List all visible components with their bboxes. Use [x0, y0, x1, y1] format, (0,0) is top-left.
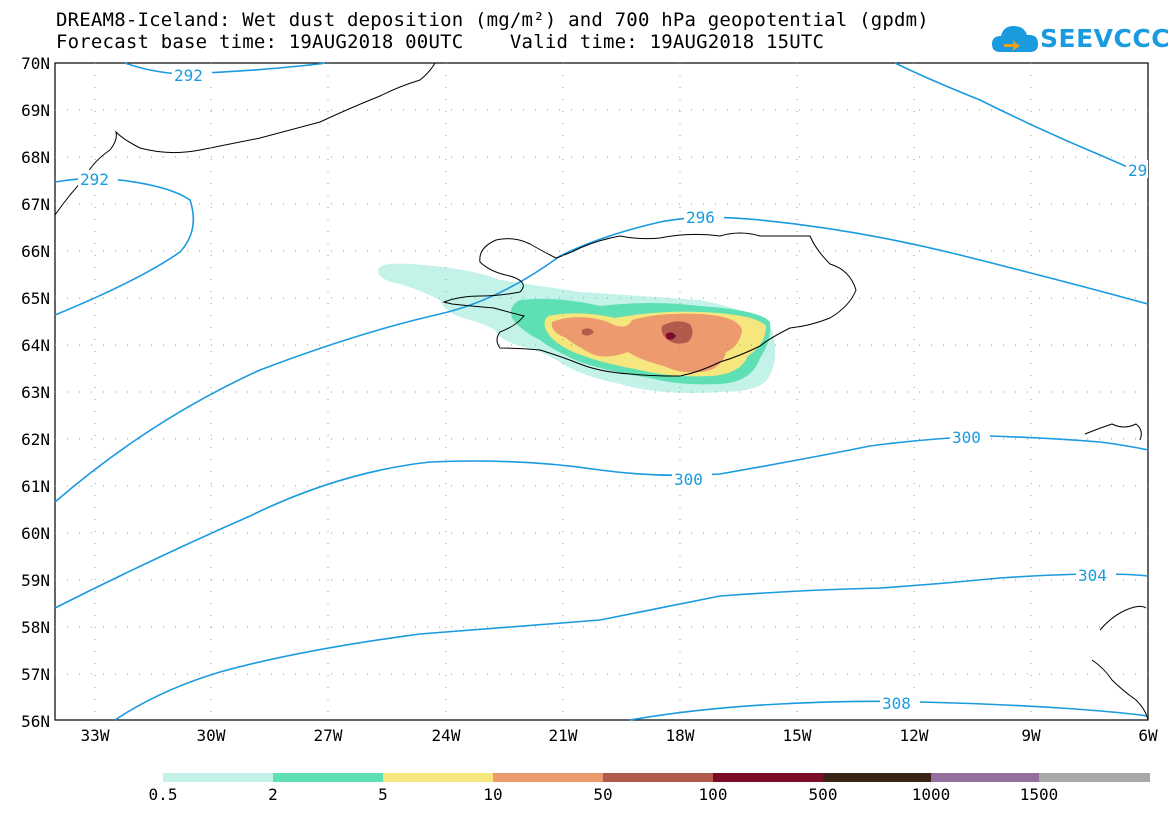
legend-swatch — [713, 773, 823, 782]
lat-label: 65N — [21, 289, 50, 308]
legend-label: 0.5 — [149, 785, 178, 804]
legend-swatch — [163, 773, 273, 782]
contour-label-300-center: 300 — [674, 470, 703, 489]
seevccc-logo: SEEVCCC — [990, 18, 1170, 62]
lon-label: 30W — [197, 726, 226, 745]
lat-label: 68N — [21, 148, 50, 167]
contour-label-308: 308 — [882, 694, 911, 713]
lon-label: 24W — [432, 726, 461, 745]
legend-swatch — [823, 773, 931, 782]
contour-label-292-top: 292 — [174, 66, 203, 85]
iceland-coast — [442, 232, 857, 377]
lat-label: 62N — [21, 430, 50, 449]
legend-label: 10 — [483, 785, 502, 804]
lat-label: 57N — [21, 665, 50, 684]
contour-label-292-left: 292 — [80, 170, 109, 189]
legend-swatch — [603, 773, 713, 782]
map-title-line-2: Forecast base time: 19AUG2018 00UTC Vali… — [56, 31, 825, 53]
plot-frame — [54, 62, 1149, 721]
contour-labels: 292 292 29 296 300 300 304 308 — [78, 66, 1148, 713]
lat-label: 63N — [21, 383, 50, 402]
legend-label: 50 — [593, 785, 612, 804]
legend-swatch — [931, 773, 1039, 782]
lon-label: 27W — [314, 726, 343, 745]
lon-label: 15W — [783, 726, 812, 745]
deposition-10-band — [551, 313, 742, 373]
legend-label: 2 — [268, 785, 278, 804]
cloud-icon — [992, 26, 1038, 52]
lat-label: 67N — [21, 195, 50, 214]
lon-label: 6W — [1138, 726, 1158, 745]
logo-text: SEEVCCC — [1040, 24, 1171, 53]
lat-label: 61N — [21, 477, 50, 496]
contour-292-right — [894, 62, 1149, 177]
contour-292-top — [124, 62, 326, 75]
lat-label: 64N — [21, 336, 50, 355]
legend-swatch — [383, 773, 493, 782]
scotland-coast — [1091, 605, 1149, 721]
legend-label: 100 — [699, 785, 728, 804]
contour-label-29-right: 29 — [1128, 161, 1147, 180]
legend-swatch — [1039, 773, 1150, 782]
lat-label: 70N — [21, 54, 50, 73]
deposition-50-spot-west — [582, 328, 594, 336]
lon-label: 9W — [1021, 726, 1041, 745]
latitude-labels: 70N 69N 68N 67N 66N 65N 64N 63N 62N 61N … — [21, 54, 50, 731]
lat-label: 60N — [21, 524, 50, 543]
faroe-shetland-coast — [1084, 423, 1142, 441]
lat-label: 59N — [21, 571, 50, 590]
contour-304 — [114, 573, 1149, 721]
color-legend: 0.5 2 5 10 50 100 500 1000 1500 — [149, 773, 1150, 804]
deposition-100-band — [666, 332, 676, 340]
legend-label: 1000 — [912, 785, 951, 804]
contour-300 — [54, 435, 1149, 609]
legend-swatch — [493, 773, 603, 782]
legend-label: 500 — [809, 785, 838, 804]
lon-label: 18W — [666, 726, 695, 745]
lon-label: 12W — [900, 726, 929, 745]
legend-swatch — [273, 773, 383, 782]
lat-label: 58N — [21, 618, 50, 637]
map-title-line-1: DREAM8-Iceland: Wet dust deposition (mg/… — [56, 9, 929, 31]
legend-label: 1500 — [1020, 785, 1059, 804]
legend-label: 5 — [378, 785, 388, 804]
lon-label: 21W — [549, 726, 578, 745]
contour-label-296: 296 — [686, 208, 715, 227]
lon-label: 33W — [81, 726, 110, 745]
contour-label-304: 304 — [1078, 566, 1107, 585]
lat-label: 66N — [21, 242, 50, 261]
lat-label: 56N — [21, 712, 50, 731]
contour-label-300-right: 300 — [952, 428, 981, 447]
longitude-labels: 33W 30W 27W 24W 21W 18W 15W 12W 9W 6W — [81, 726, 1158, 745]
contour-296 — [54, 216, 1149, 503]
lat-label: 69N — [21, 101, 50, 120]
